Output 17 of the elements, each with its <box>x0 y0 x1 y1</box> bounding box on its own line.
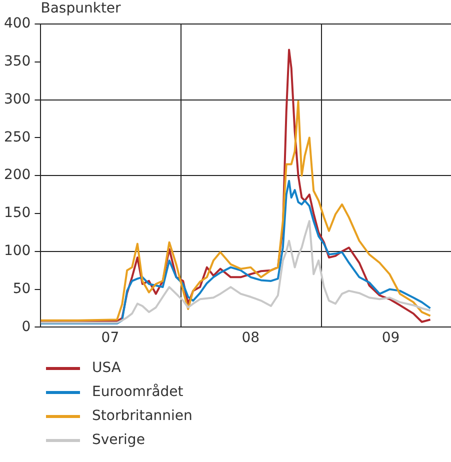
y-tick-label: 50 <box>12 280 31 297</box>
y-tick-label: 100 <box>4 243 31 260</box>
legend-label: Sverige <box>92 432 145 448</box>
x-tick-label: 08 <box>242 330 260 346</box>
y-tick-label: 250 <box>4 129 31 146</box>
x-tick-label: 09 <box>382 330 400 346</box>
y-tick-label: 150 <box>4 205 31 222</box>
legend-label: Euroområdet <box>92 384 184 400</box>
y-tick-label: 300 <box>4 91 31 108</box>
y-tick-label: 400 <box>4 16 31 32</box>
x-tick-label: 07 <box>101 330 120 346</box>
y-tick-label: 0 <box>22 318 31 335</box>
legend-label: Storbritannien <box>92 408 192 424</box>
y-axis-title: Baspunkter <box>40 0 122 17</box>
y-tick-label: 200 <box>4 167 31 184</box>
legend-label: USA <box>92 360 121 376</box>
y-tick-label: 350 <box>4 54 31 70</box>
